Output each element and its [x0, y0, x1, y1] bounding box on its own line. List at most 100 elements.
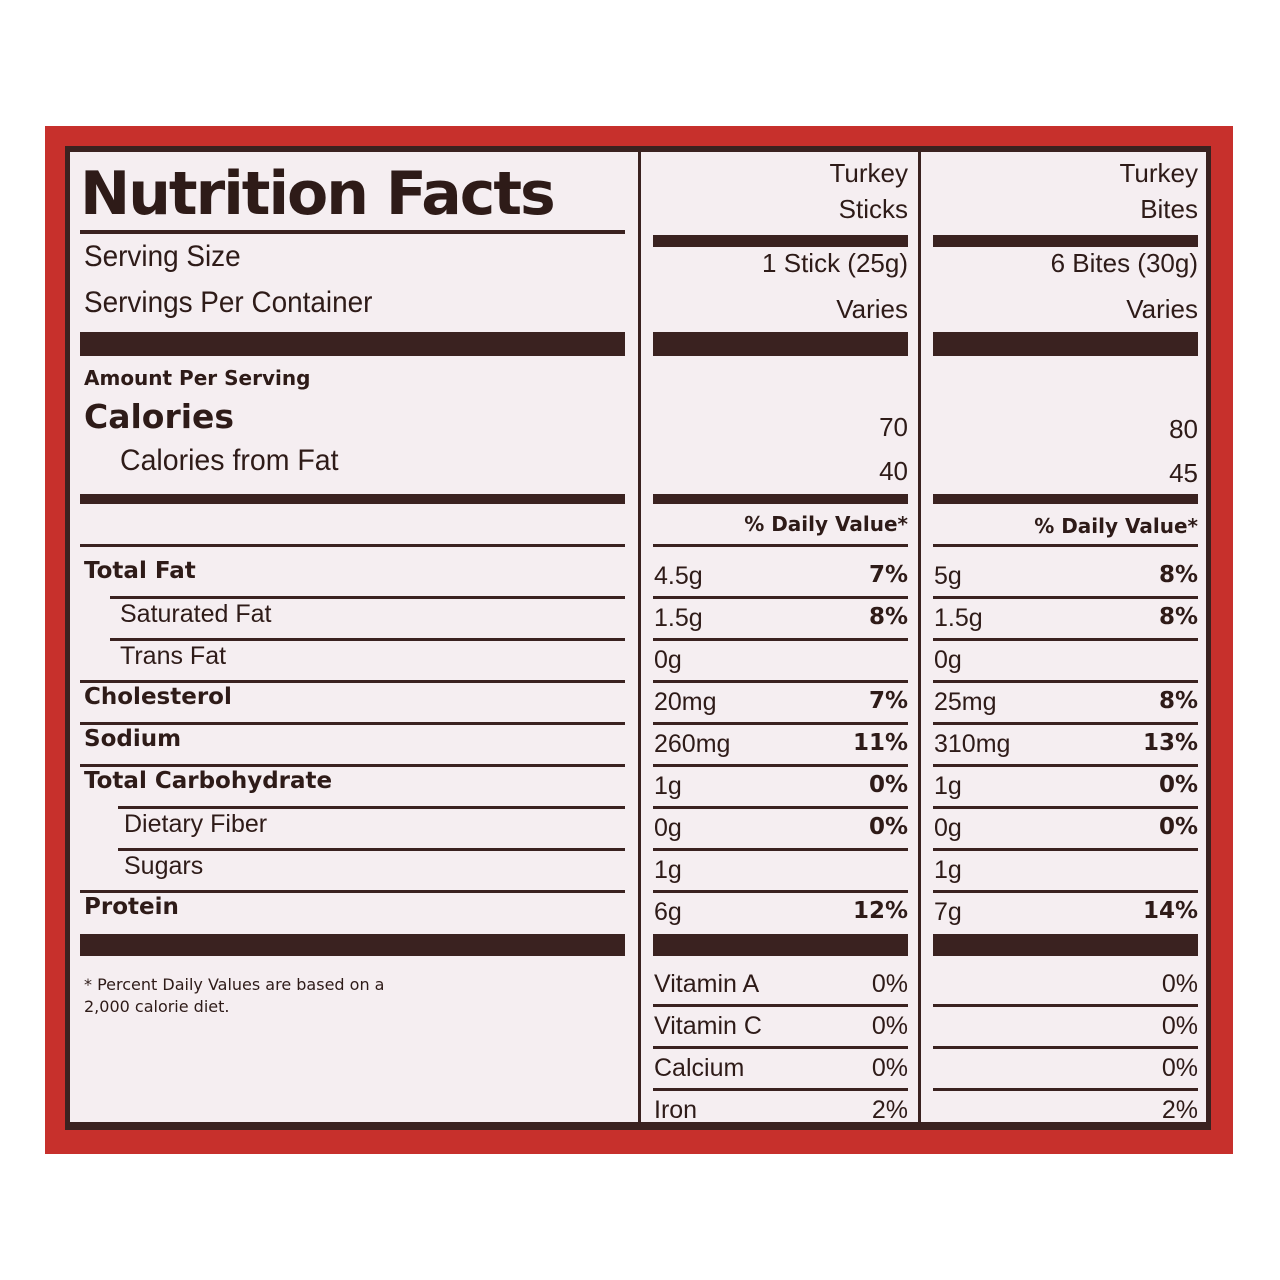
row-divider: [653, 848, 908, 851]
row-divider: [933, 680, 1198, 683]
vitamin-name: Calcium: [654, 1054, 745, 1082]
nutrient-bites-amount: 7g: [934, 898, 962, 926]
thick-rule-top: [80, 332, 625, 356]
dv-rule-left: [80, 544, 625, 547]
nutrient-sticks-dv: 0%: [868, 814, 908, 840]
row-divider: [933, 596, 1198, 599]
vitamin-bites-dv: 0%: [1161, 1054, 1198, 1082]
nutrient-sticks-amount: 0g: [654, 814, 682, 842]
title-rule: [80, 230, 625, 234]
servings-per-container-sticks: Varies: [836, 294, 908, 324]
daily-value-header-sticks: % Daily Value*: [744, 512, 908, 536]
sticks-header-rule: [653, 235, 908, 247]
vitamin-divider: [653, 1004, 908, 1007]
row-divider: [933, 722, 1198, 725]
vitamin-name: Iron: [654, 1096, 698, 1123]
calories-sticks: 70: [879, 412, 908, 442]
row-divider: [118, 806, 625, 809]
row-divider: [653, 596, 908, 599]
row-divider: [653, 680, 908, 683]
nutrient-sticks-dv: 7%: [868, 562, 908, 588]
nutrient-bites-amount: 310mg: [934, 730, 1011, 758]
vitamin-name: Vitamin C: [654, 1012, 762, 1040]
nutrient-sticks-amount: 0g: [654, 646, 682, 674]
thick-rule-top-bites: [933, 332, 1198, 356]
nutrient-name: Sodium: [84, 726, 182, 752]
vitamin-divider: [653, 1046, 908, 1049]
vitamin-name: Vitamin A: [654, 970, 760, 998]
thick-rule-bottom: [80, 934, 625, 956]
row-divider: [653, 764, 908, 767]
daily-value-header-bites: % Daily Value*: [1034, 514, 1198, 538]
row-divider: [933, 890, 1198, 893]
nutrient-sticks-amount: 20mg: [654, 688, 717, 716]
row-divider: [653, 638, 908, 641]
dv-rule-bites: [933, 544, 1198, 547]
nutrient-sticks-dv: 8%: [868, 604, 908, 630]
column-header-bites-line2: Bites: [1140, 194, 1198, 224]
calories-bites: 80: [1169, 414, 1198, 444]
nutrient-bites-amount: 0g: [934, 814, 962, 842]
row-divider: [933, 638, 1198, 641]
row-divider: [933, 806, 1198, 809]
nutrient-sticks-dv: 11%: [852, 730, 908, 756]
nutrient-bites-dv: 8%: [1158, 688, 1198, 714]
serving-size-label: Serving Size: [84, 240, 241, 273]
nutrient-name: Dietary Fiber: [124, 810, 268, 838]
vitamin-sticks-dv: 0%: [871, 1012, 908, 1040]
dv-rule-sticks: [653, 544, 908, 547]
medium-rule-sticks: [653, 494, 908, 504]
nutrient-sticks-amount: 6g: [654, 898, 682, 926]
page-title: Nutrition Facts: [80, 159, 556, 229]
vitamin-divider: [933, 1088, 1198, 1091]
nutrient-sticks-amount: 4.5g: [654, 562, 703, 590]
row-divider: [80, 764, 625, 767]
row-divider: [653, 806, 908, 809]
vitamin-sticks-dv: 2%: [871, 1096, 908, 1123]
servings-per-container-bites: Varies: [1126, 294, 1198, 324]
row-divider: [653, 722, 908, 725]
serving-size-bites: 6 Bites (30g): [1050, 248, 1198, 278]
amount-per-serving-label: Amount Per Serving: [84, 366, 311, 390]
vitamin-bites-dv: 0%: [1161, 970, 1198, 998]
nutrient-sticks-dv: 12%: [852, 898, 908, 924]
vitamin-divider: [933, 1046, 1198, 1049]
nutrient-name: Cholesterol: [84, 684, 232, 710]
row-divider: [653, 890, 908, 893]
nutrient-bites-amount: 5g: [934, 562, 962, 590]
nutrient-name: Trans Fat: [120, 642, 227, 670]
row-divider: [80, 722, 625, 725]
medium-rule: [80, 494, 625, 504]
nutrient-sticks-amount: 1g: [654, 856, 682, 884]
footnote: * Percent Daily Values are based on a 2,…: [84, 975, 385, 1016]
vitamin-divider: [933, 1004, 1198, 1007]
nutrient-bites-amount: 1g: [934, 772, 962, 800]
nutrient-bites-dv: 0%: [1158, 772, 1198, 798]
nutrient-bites-dv: 8%: [1158, 562, 1198, 588]
column-header-sticks-line2: Sticks: [838, 194, 908, 224]
row-divider: [118, 848, 625, 851]
vitamin-sticks-dv: 0%: [871, 970, 908, 998]
row-divider: [110, 596, 625, 599]
row-divider: [110, 638, 625, 641]
nutrient-bites-amount: 0g: [934, 646, 962, 674]
serving-size-sticks: 1 Stick (25g): [762, 248, 908, 278]
nutrient-name: Sugars: [124, 852, 204, 880]
vitamin-divider: [653, 1088, 908, 1091]
vitamin-bites-dv: 0%: [1161, 1012, 1198, 1040]
calories-from-fat-sticks: 40: [879, 456, 908, 486]
label-dark-border: Nutrition Facts Turkey Sticks Turkey Bit…: [65, 146, 1211, 1130]
row-divider: [80, 680, 625, 683]
row-divider: [933, 848, 1198, 851]
medium-rule-bites: [933, 494, 1198, 504]
thick-rule-bottom-sticks: [653, 934, 908, 956]
nutrient-name: Total Carbohydrate: [84, 768, 333, 794]
thick-rule-top-sticks: [653, 332, 908, 356]
nutrient-sticks-amount: 1g: [654, 772, 682, 800]
nutrient-bites-dv: 14%: [1142, 898, 1198, 924]
servings-per-container-label: Servings Per Container: [84, 286, 373, 319]
column-header-sticks-line1: Turkey: [829, 158, 909, 188]
label-red-border: Nutrition Facts Turkey Sticks Turkey Bit…: [45, 126, 1233, 1154]
calories-from-fat-bites: 45: [1169, 458, 1198, 488]
row-divider: [80, 890, 625, 893]
